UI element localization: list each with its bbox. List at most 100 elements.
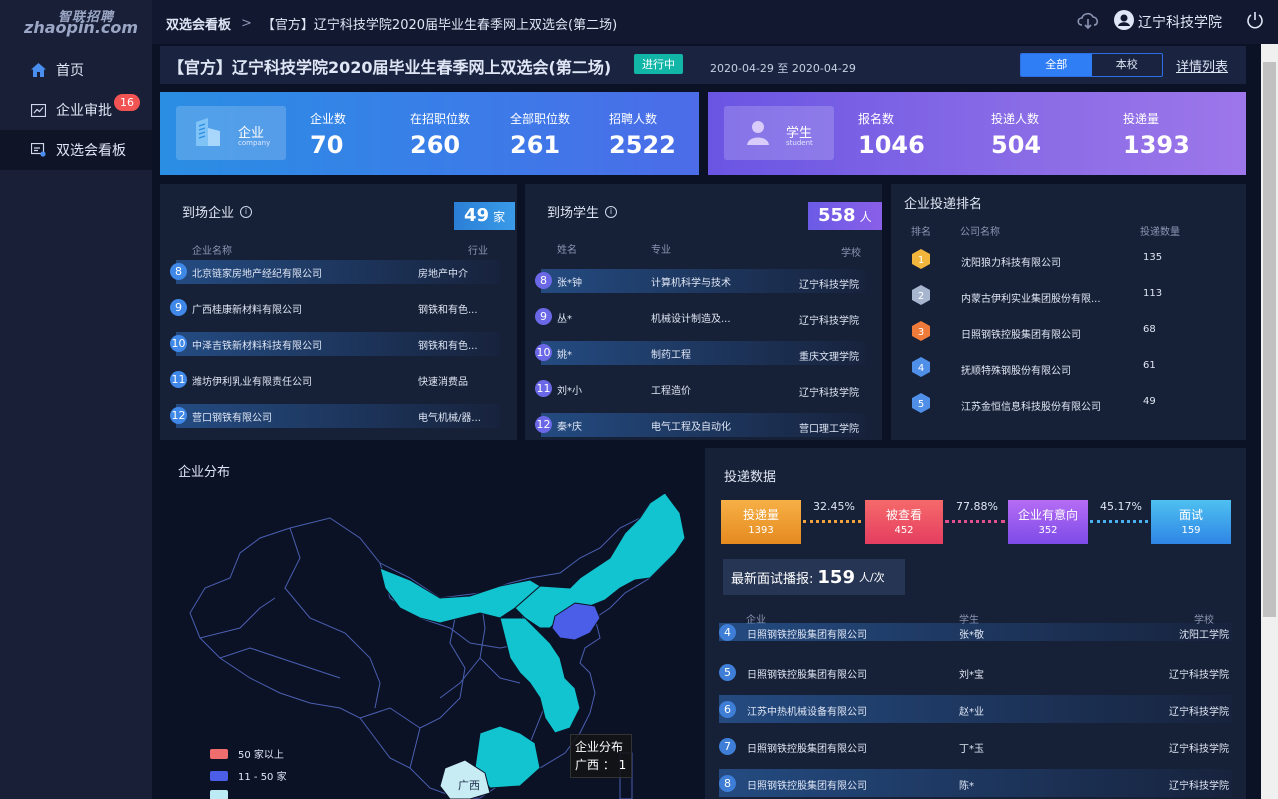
company-count-badge: 49 家 [454,202,516,230]
company-stat-sub: company [238,139,271,147]
student-major: 计算机科学与技术 [651,278,731,289]
company-stat-name: 企业 [238,126,265,141]
funnel-value: 452 [894,525,914,536]
stat-value: 261 [510,131,561,159]
company-name: 日照钢铁控股集团有限公司 [747,744,867,755]
student-school: 辽宁科技学院 [799,280,859,291]
scope-school-button[interactable]: 本校 [1115,58,1138,71]
ranking-row[interactable]: 5 江苏金恒信息科技股份有限公司 49 [891,386,1245,422]
sidebar-item-approval[interactable]: 企业审批 16 [0,90,152,130]
rank-medal-icon: 3 [911,320,931,345]
list-item[interactable]: 9 广西桂康新材料有限公司 钢铁和有色... [170,296,500,320]
user-menu[interactable]: 辽宁科技学院 [1114,10,1222,34]
detail-list-link[interactable]: 详情列表 [1176,60,1229,75]
company-name: 中泽吉铁新材料科技有限公司 [192,341,322,352]
funnel-step-interview: 面试 159 [1151,500,1231,544]
rank-medal-icon: 1 [911,248,931,273]
power-icon[interactable] [1246,11,1264,33]
breadcrumb-current: 【官方】辽宁科技学院2020届毕业生春季网上双选会(第二场) [261,18,618,33]
breadcrumb-root[interactable]: 双选会看板 [166,18,232,33]
interview-row[interactable]: 6 江苏中热机械设备有限公司 赵*业 辽宁科技学院 [719,695,1232,723]
sidebar-item-board[interactable]: 双选会看板 [0,130,152,170]
student-stats-card: 学生 student 报名数 1046 投递人数 504 投递量 1393 [708,92,1246,175]
row-number: 7 [719,737,736,755]
company-industry: 电气机械/器... [418,413,481,424]
ranking-row[interactable]: 2 内蒙古伊利实业集团股份有限... 113 [891,278,1245,314]
stat-label: 企业数 [310,112,347,126]
student-major: 电气工程及自动化 [651,422,731,433]
column-header: 学校 [1194,615,1214,626]
panel-title: 投递数据 [724,470,777,485]
funnel-label: 投递量 [742,508,779,522]
company-name: 日照钢铁控股集团有限公司 [961,330,1081,341]
status-badge: 进行中 [634,54,683,74]
stat-value: 2522 [609,131,676,159]
panel-title-text: 到场学生 [547,206,600,221]
scrollbar-thumb[interactable] [1263,62,1276,617]
tooltip-value: 广西 ： 1 [575,758,627,772]
chevron-right-icon: > [241,16,252,31]
school-name: 辽宁科技学院 [1169,670,1229,681]
top-bar: 双选会看板 > 【官方】辽宁科技学院2020届毕业生春季网上双选会(第二场) 辽… [152,0,1278,44]
scope-all-button[interactable]: 全部 [1021,54,1092,76]
list-item[interactable]: 8 张*钟 计算机科学与技术 辽宁科技学院 [535,269,865,293]
company-stat-icon-box: 企业 company [176,106,286,160]
broadcast-count: 159 [817,566,855,588]
row-number: 12 [535,416,552,433]
column-header: 企业 [746,615,766,626]
student-major: 机械设计制造及... [651,314,731,325]
china-map[interactable]: 广西 [180,468,700,799]
legend-item[interactable] [210,790,238,799]
stat-value: 1393 [1123,131,1190,159]
stat-applicants: 投递人数 504 [991,110,1041,159]
legend-item[interactable]: 11 - 50 家 [210,768,287,783]
legend-label: 50 家以上 [238,750,284,761]
funnel-rate: 77.88% [956,500,998,513]
student-name: 张*钟 [557,278,582,289]
list-item[interactable]: 8 北京链家房地产经纪有限公司 房地产中介 [170,260,500,284]
funnel-step-intent: 企业有意向 352 [1008,500,1088,544]
list-item[interactable]: 12 秦*庆 电气工程及自动化 营口理工学院 [535,413,865,437]
info-icon[interactable]: i [240,205,253,218]
ranking-row[interactable]: 3 日照钢铁控股集团有限公司 68 [891,314,1245,350]
broadcast-label: 最新面试播报: [731,571,814,587]
attending-students-panel: 到场学生 i 558 人 姓名 专业 学校 8 张*钟 计算机科学与技术 辽宁科技学院… [525,184,882,440]
sidebar-item-home[interactable]: 首页 [0,50,152,90]
list-item[interactable]: 10 姚* 制药工程 重庆文理学院 [535,341,865,365]
interview-row[interactable]: 8 日照钢铁控股集团有限公司 陈* 辽宁科技学院 [719,769,1232,797]
school-name: 辽宁科技学院 [1169,744,1229,755]
company-industry: 钢铁和有色... [418,305,478,316]
column-header: 学生 [959,615,979,626]
ranking-row[interactable]: 1 沈阳狼力科技有限公司 135 [891,242,1245,278]
rank-number: 2 [918,291,924,302]
company-name: 潍坊伊利乳业有限责任公司 [192,377,312,388]
list-item[interactable]: 11 潍坊伊利乳业有限责任公司 快速消费品 [170,368,500,392]
stat-label: 在招职位数 [410,112,471,126]
panel-title-text: 到场企业 [182,206,235,221]
top-right-tools: 辽宁科技学院 [1076,10,1264,34]
row-number: 12 [170,407,187,424]
legend-item[interactable]: 50 家以上 [210,746,284,761]
stat-value: 260 [410,131,461,159]
list-item[interactable]: 12 营口钢铁有限公司 电气机械/器... [170,404,500,428]
logo-cn: 智联招聘 [58,10,115,25]
student-name: 张*敬 [959,630,984,641]
interview-row[interactable]: 7 日照钢铁控股集团有限公司 丁*玉 辽宁科技学院 [719,732,1232,760]
list-item[interactable]: 9 丛* 机械设计制造及... 辽宁科技学院 [535,305,865,329]
cloud-download-icon[interactable] [1076,10,1100,34]
interview-row[interactable]: 5 日照钢铁控股集团有限公司 刘*宝 辽宁科技学院 [719,658,1232,686]
list-item[interactable]: 11 刘*小 工程造价 辽宁科技学院 [535,377,865,401]
row-number: 9 [535,308,552,325]
stat-open-positions: 在招职位数 260 [410,110,470,159]
ranking-row[interactable]: 4 抚顺特殊钢股份有限公司 61 [891,350,1245,386]
stat-label: 招聘人数 [609,112,658,126]
row-number: 4 [719,623,736,641]
page-scrollbar[interactable] [1261,44,1278,799]
logo[interactable]: 智联招聘 zhaopin.com [24,6,138,42]
count-number: 558 [818,205,856,226]
info-icon[interactable]: i [605,205,618,218]
interview-row[interactable]: 4 日照钢铁控股集团有限公司 张*敬 沈阳工学院 [719,623,1232,641]
school-name: 沈阳工学院 [1179,630,1229,641]
row-number: 5 [719,663,736,681]
list-item[interactable]: 10 中泽吉铁新材料科技有限公司 钢铁和有色... [170,332,500,356]
